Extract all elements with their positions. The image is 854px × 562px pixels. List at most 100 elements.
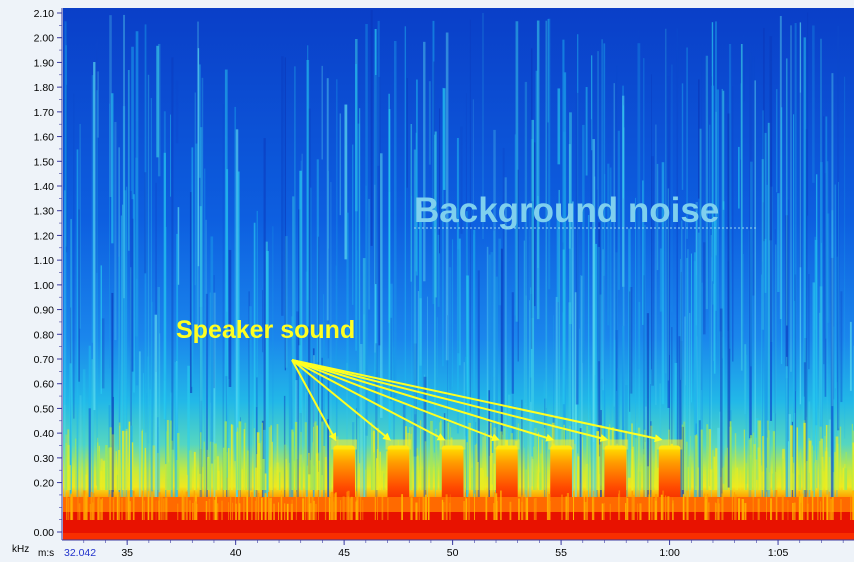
noise-streak xyxy=(175,80,179,144)
noise-streak xyxy=(524,81,528,405)
noise-streak xyxy=(321,65,323,160)
noise-streak xyxy=(482,12,484,240)
noise-streak xyxy=(486,246,489,477)
noise-streak xyxy=(711,85,715,305)
noise-streak xyxy=(814,239,818,426)
noise-streak xyxy=(324,321,325,500)
floor-streak xyxy=(526,497,528,520)
mid-band-streak xyxy=(598,444,601,490)
floor-streak xyxy=(787,500,789,520)
noise-streak xyxy=(423,376,427,500)
floor-streak xyxy=(349,498,352,520)
mid-band-streak xyxy=(410,470,413,490)
noise-streak xyxy=(290,316,294,500)
mid-band-streak xyxy=(294,421,298,490)
floor-streak xyxy=(829,498,832,520)
mid-band-streak xyxy=(839,426,842,490)
floor-streak xyxy=(205,501,208,520)
speaker-burst-halo xyxy=(439,439,466,450)
floor-streak xyxy=(827,502,829,520)
noise-streak xyxy=(709,124,711,487)
noise-streak xyxy=(826,161,829,501)
noise-streak xyxy=(255,407,258,500)
noise-streak xyxy=(323,294,325,500)
noise-streak xyxy=(804,338,807,500)
noise-streak xyxy=(390,283,393,444)
noise-streak xyxy=(237,171,240,500)
noise-streak xyxy=(304,372,307,449)
floor-streak xyxy=(418,497,420,520)
floor-streak xyxy=(566,493,569,520)
floor-streak xyxy=(377,495,378,520)
noise-streak xyxy=(157,286,161,500)
noise-streak xyxy=(138,351,141,500)
noise-streak xyxy=(780,107,783,365)
mid-band-streak xyxy=(288,462,290,490)
mid-band-streak xyxy=(68,465,72,490)
mid-band-streak xyxy=(312,442,314,490)
noise-streak xyxy=(594,243,598,500)
mid-band-streak xyxy=(372,452,376,490)
floor-streak xyxy=(704,500,706,520)
mid-band-streak xyxy=(276,424,279,490)
noise-streak xyxy=(686,47,688,239)
mid-band-streak xyxy=(322,445,326,490)
noise-streak xyxy=(213,275,215,389)
noise-streak xyxy=(597,51,599,217)
floor-streak xyxy=(653,498,656,520)
floor-streak xyxy=(356,496,359,520)
noise-streak xyxy=(558,189,560,501)
floor-streak xyxy=(850,496,852,520)
floor-streak xyxy=(118,492,120,520)
noise-streak xyxy=(833,399,835,500)
noise-streak xyxy=(447,315,448,467)
mid-band-streak xyxy=(318,471,320,490)
floor-streak xyxy=(132,490,135,520)
floor-streak xyxy=(208,498,211,520)
annotation-arrow xyxy=(291,359,500,442)
floor-streak xyxy=(794,502,796,520)
noise-streak xyxy=(442,87,444,367)
noise-streak xyxy=(262,290,264,353)
mid-band-streak xyxy=(193,451,196,490)
noise-streak xyxy=(517,169,519,362)
annotation-arrow xyxy=(291,359,392,441)
noise-streak xyxy=(585,87,588,176)
mid-band-streak xyxy=(517,423,519,490)
mid-band-streak xyxy=(142,429,144,490)
noise-streak xyxy=(432,20,435,305)
noise-streak xyxy=(64,190,66,500)
noise-streak xyxy=(356,408,357,500)
noise-streak xyxy=(82,369,86,500)
floor-streak xyxy=(733,492,735,520)
noise-streak xyxy=(283,395,286,500)
noise-streak xyxy=(171,330,173,500)
mid-band-streak xyxy=(825,425,828,490)
noise-streak xyxy=(579,328,580,500)
noise-streak xyxy=(449,267,452,390)
noise-streak xyxy=(434,131,437,298)
noise-streak xyxy=(308,108,311,475)
noise-streak xyxy=(661,162,665,405)
noise-streak xyxy=(205,293,208,500)
floor-streak xyxy=(359,496,362,520)
floor-streak xyxy=(374,496,376,520)
y-tick-label: 1.40 xyxy=(34,181,55,193)
noise-streak xyxy=(493,129,496,490)
noise-streak xyxy=(766,184,769,500)
floor-streak xyxy=(93,493,95,520)
mid-band-streak xyxy=(539,472,542,490)
floor-streak xyxy=(485,495,488,520)
noise-streak xyxy=(88,408,91,500)
floor-streak xyxy=(738,498,740,520)
noise-streak xyxy=(417,291,420,393)
noise-streak xyxy=(732,86,734,362)
mid-band-streak xyxy=(755,459,758,490)
mid-band-streak xyxy=(713,456,716,490)
noise-streak xyxy=(201,77,204,467)
mid-band-streak xyxy=(706,424,709,490)
mid-band-streak xyxy=(430,420,433,490)
noise-streak xyxy=(100,265,102,394)
